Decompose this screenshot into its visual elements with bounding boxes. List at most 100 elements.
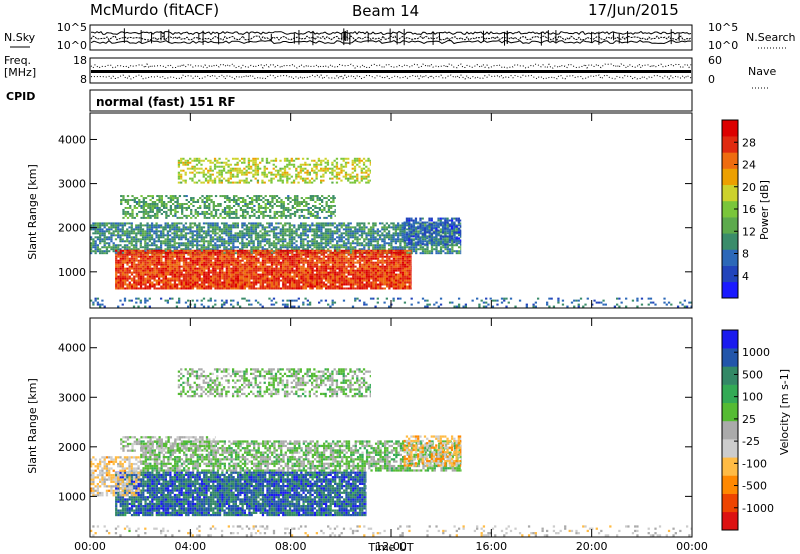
data-cell [124, 212, 127, 215]
data-cell [365, 281, 368, 284]
data-cell [248, 273, 251, 276]
data-cell [176, 285, 179, 288]
data-cell [329, 273, 332, 276]
data-cell [218, 275, 222, 278]
data-cell [216, 224, 219, 227]
data-cell [128, 283, 131, 286]
data-cell [340, 267, 344, 270]
data-cell [273, 275, 276, 278]
data-cell [421, 242, 425, 245]
data-cell [252, 224, 255, 227]
data-cell [345, 248, 348, 251]
data-cell [370, 253, 373, 256]
data-cell [225, 240, 228, 243]
data-cell [395, 283, 398, 286]
data-cell [360, 244, 364, 247]
data-cell [230, 210, 233, 213]
data-cell [171, 251, 174, 254]
data-cell [397, 236, 400, 239]
data-cell [236, 249, 240, 252]
data-cell [151, 261, 154, 264]
data-cell [191, 234, 194, 237]
data-cell [406, 285, 409, 288]
data-cell [239, 201, 243, 203]
data-cell [155, 228, 158, 231]
data-cell [214, 285, 217, 288]
data-cell [94, 250, 97, 253]
data-cell [203, 267, 206, 270]
data-cell [279, 255, 283, 258]
data-cell [401, 246, 404, 249]
data-cell [200, 226, 203, 229]
data-cell [227, 257, 231, 260]
data-cell [358, 242, 361, 245]
data-cell [230, 269, 233, 272]
data-cell [404, 251, 407, 254]
data-cell [171, 236, 174, 239]
data-cell [340, 261, 344, 264]
data-cell [349, 285, 353, 288]
data-cell [401, 283, 405, 286]
data-cell [372, 271, 375, 274]
data-cell [126, 255, 129, 258]
data-cell [151, 263, 154, 266]
data-cell [374, 255, 377, 258]
data-cell [277, 226, 280, 229]
data-cell [108, 238, 111, 241]
data-cell [135, 249, 138, 252]
data-cell [408, 269, 411, 272]
data-cell [320, 259, 323, 262]
data-cell [399, 263, 402, 266]
data-cell [325, 269, 328, 272]
data-cell [315, 246, 319, 249]
data-cell [196, 251, 199, 254]
data-cell [273, 283, 276, 286]
data-cell [162, 275, 165, 278]
data-cell [126, 257, 129, 260]
data-cell [254, 236, 258, 239]
data-cell [115, 253, 118, 256]
data-cell [232, 199, 236, 202]
data-cell [133, 275, 136, 278]
data-cell [343, 271, 346, 274]
data-cell [356, 228, 359, 231]
data-cell [180, 242, 183, 245]
data-cell [157, 230, 160, 233]
data-cell [196, 267, 199, 270]
data-cell [96, 238, 100, 241]
data-cell [320, 240, 323, 243]
data-cell [388, 277, 391, 280]
data-cell [235, 199, 238, 202]
data-cell [119, 234, 122, 237]
data-cell [284, 285, 287, 288]
data-cell [203, 212, 206, 215]
data-cell [180, 222, 183, 225]
data-cell [216, 232, 219, 235]
data-cell [236, 234, 239, 237]
data-cell [139, 261, 143, 264]
data-cell [295, 261, 298, 264]
data-cell [268, 230, 271, 233]
data-cell [361, 285, 364, 288]
data-cell [318, 242, 321, 245]
data-cell [158, 210, 161, 213]
data-cell [404, 263, 407, 266]
data-cell [270, 267, 274, 270]
data-cell [223, 206, 227, 209]
data-cell [318, 226, 321, 229]
data-cell [426, 252, 429, 255]
data-cell [133, 199, 136, 202]
data-cell [354, 265, 357, 268]
data-cell [261, 257, 265, 260]
data-cell [257, 206, 261, 209]
data-cell [132, 228, 136, 231]
data-cell [234, 275, 237, 278]
data-cell [241, 234, 244, 237]
data-cell [121, 255, 125, 258]
data-cell [293, 279, 296, 282]
data-cell [209, 275, 213, 278]
data-cell [306, 271, 310, 274]
data-cell [329, 279, 332, 282]
data-cell [401, 265, 405, 268]
data-cell [401, 251, 405, 254]
